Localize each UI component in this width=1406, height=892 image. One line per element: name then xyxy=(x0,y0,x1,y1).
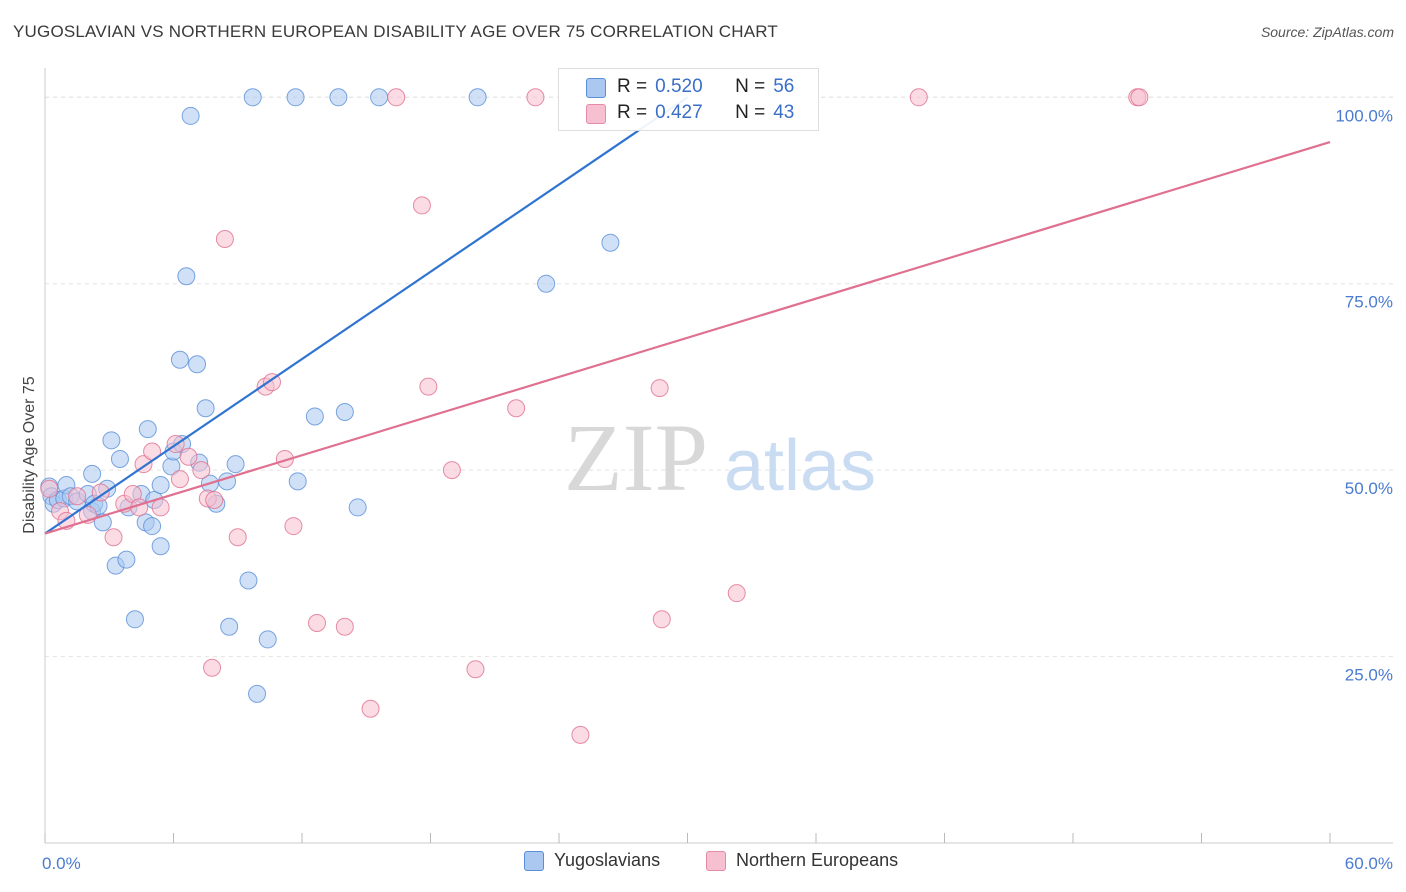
point-northern-european xyxy=(192,461,211,480)
point-northern-european xyxy=(205,490,224,509)
point-yugoslavian xyxy=(181,106,200,125)
y-tick-label: 25.0% xyxy=(1345,666,1393,685)
x-tick-label-max: 60.0% xyxy=(1345,854,1393,873)
correlation-legend: R = 0.520 N = 56 R = 0.427 N = 43 xyxy=(558,68,819,131)
point-yugoslavian xyxy=(188,355,207,374)
y-tick-label: 100.0% xyxy=(1335,106,1393,125)
chart-title: YUGOSLAVIAN VS NORTHERN EUROPEAN DISABIL… xyxy=(13,22,778,41)
point-northern-european xyxy=(68,487,87,506)
point-northern-european xyxy=(335,617,354,636)
point-northern-european xyxy=(307,614,326,633)
source-label: Source: ZipAtlas.com xyxy=(1260,24,1394,40)
point-northern-european xyxy=(215,229,234,248)
point-yugoslavian xyxy=(151,537,170,556)
point-yugoslavian xyxy=(110,449,129,468)
watermark: ZIP atlas xyxy=(564,404,876,511)
point-yugoslavian xyxy=(196,399,215,418)
r-label: R = xyxy=(617,76,648,97)
point-yugoslavian xyxy=(239,571,258,590)
n-label: N = xyxy=(735,76,766,97)
point-northern-european xyxy=(284,517,303,536)
point-yugoslavian xyxy=(125,610,144,629)
legend-swatch-northern-europeans xyxy=(706,850,726,871)
trend-line-northern-europeans xyxy=(44,140,1331,535)
point-yugoslavian xyxy=(243,88,262,107)
point-yugoslavian xyxy=(117,550,136,569)
point-yugoslavian xyxy=(151,476,170,495)
point-yugoslavian xyxy=(348,498,367,517)
point-northern-european xyxy=(526,88,545,107)
point-yugoslavian xyxy=(468,88,487,107)
axes xyxy=(44,68,1393,844)
legend-swatch-northern-europeans xyxy=(586,104,606,124)
point-yugoslavian xyxy=(170,350,189,369)
point-yugoslavian xyxy=(329,88,348,107)
point-yugoslavian xyxy=(335,402,354,421)
point-northern-european xyxy=(419,377,438,396)
point-northern-european xyxy=(442,461,461,480)
y-axis-label: Disability Age Over 75 xyxy=(21,376,38,534)
n-label: N = xyxy=(735,102,766,123)
legend-row-yugoslavians: R = 0.520 N = 56 xyxy=(586,74,795,100)
point-northern-european xyxy=(179,447,198,466)
point-northern-european xyxy=(40,479,59,498)
point-northern-european xyxy=(170,470,189,489)
point-yugoslavian xyxy=(286,88,305,107)
point-northern-european xyxy=(1130,88,1149,107)
point-yugoslavian xyxy=(220,617,239,636)
point-northern-european xyxy=(228,528,247,547)
point-northern-european xyxy=(263,373,282,392)
r-value: 0.520 xyxy=(655,76,703,97)
point-northern-european xyxy=(909,88,928,107)
point-northern-european xyxy=(412,196,431,215)
legend-label-yugoslavians: Yugoslavians xyxy=(554,850,661,870)
point-northern-european xyxy=(91,483,110,502)
point-yugoslavian xyxy=(83,464,102,483)
trend-lines xyxy=(44,96,1331,535)
point-yugoslavian xyxy=(226,455,245,474)
y-tick-label: 50.0% xyxy=(1345,479,1393,498)
point-northern-european xyxy=(151,498,170,517)
y-tick-label: 75.0% xyxy=(1345,293,1393,312)
point-northern-european xyxy=(727,584,746,603)
point-northern-european xyxy=(387,88,406,107)
point-yugoslavian xyxy=(138,420,157,439)
point-yugoslavian xyxy=(143,517,162,536)
point-northern-european xyxy=(652,610,671,629)
series-legend: Yugoslavians Northern Europeans xyxy=(0,850,1406,880)
n-value: 43 xyxy=(773,102,795,123)
point-yugoslavian xyxy=(305,407,324,426)
point-yugoslavian xyxy=(537,274,556,293)
legend-label-northern-europeans: Northern Europeans xyxy=(736,850,899,870)
legend-swatch-yugoslavians xyxy=(524,850,544,871)
point-yugoslavian xyxy=(288,472,307,491)
legend-item-northern-europeans: Northern Europeans xyxy=(706,850,898,871)
point-northern-european xyxy=(203,658,222,677)
series-yugoslavians xyxy=(40,88,620,703)
point-northern-european xyxy=(507,399,526,418)
point-yugoslavian xyxy=(370,88,389,107)
point-northern-european xyxy=(650,379,669,398)
x-tick-label-min: 0.0% xyxy=(42,854,81,873)
point-northern-european xyxy=(466,660,485,679)
point-yugoslavian xyxy=(102,431,121,450)
point-yugoslavian xyxy=(601,233,620,252)
watermark-zip: ZIP xyxy=(564,404,708,511)
tick-labels: 25.0% 50.0% 75.0% 100.0% 0.0% 60.0% xyxy=(42,106,1393,873)
n-value: 56 xyxy=(773,76,795,97)
legend-item-yugoslavians: Yugoslavians xyxy=(524,850,660,871)
r-value: 0.427 xyxy=(655,102,703,123)
point-northern-european xyxy=(361,699,380,718)
watermark-atlas: atlas xyxy=(724,426,876,506)
point-northern-european xyxy=(571,725,590,744)
point-yugoslavian xyxy=(177,267,196,286)
legend-row-northern-europeans: R = 0.427 N = 43 xyxy=(586,100,795,126)
trend-line-yugoslavians xyxy=(44,96,689,535)
r-label: R = xyxy=(617,102,648,123)
point-yugoslavian xyxy=(248,684,267,703)
point-yugoslavian xyxy=(258,630,277,649)
point-northern-european xyxy=(104,528,123,547)
legend-swatch-yugoslavians xyxy=(586,78,606,98)
